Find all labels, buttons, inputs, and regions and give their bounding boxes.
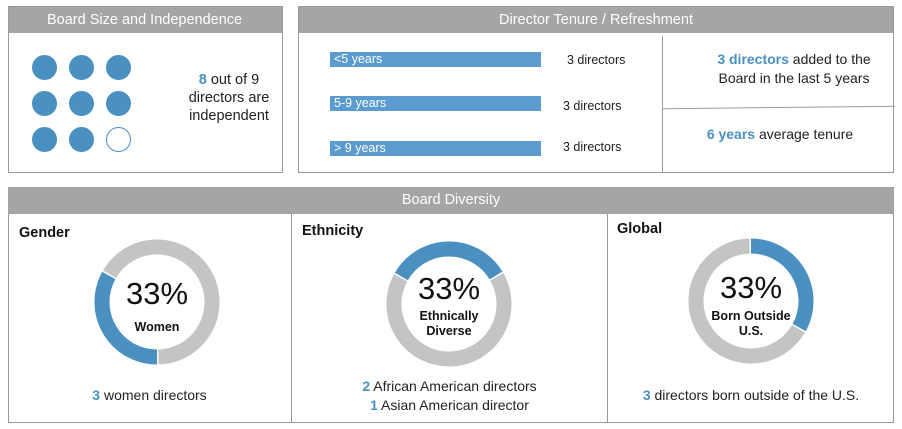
tenure-bar-label: <5 years: [334, 52, 383, 66]
added-directors-note: 3 directors added to the Board in the la…: [717, 51, 871, 86]
tenure-vertical-divider: [662, 36, 663, 172]
gender-donut-segment: [94, 271, 158, 365]
global-donut-remainder: [688, 238, 805, 364]
ethnicity-title: Ethnicity: [302, 223, 364, 239]
tenure-bar: > 9 years: [330, 141, 541, 156]
global-donut-label: Born Outside U.S.: [711, 309, 791, 338]
gender-section: [291, 214, 292, 423]
ethnicity-donut-remainder: [386, 273, 512, 367]
board-size-header: Board Size and Independence: [9, 7, 282, 33]
average-tenure-value: 6 years: [706, 126, 756, 142]
independent-count: 8: [198, 72, 207, 88]
independent-director-dot: [106, 55, 131, 80]
diversity-header: Board Diversity: [8, 187, 894, 214]
non-independent-director-dot: [106, 127, 131, 152]
tenure-bar-label: > 9 years: [334, 141, 386, 155]
independent-director-dot: [32, 127, 57, 152]
global-donut-segment: [750, 238, 814, 332]
average-tenure-note: 6 years average tenure: [706, 126, 854, 142]
ethnicity-section-divider: [607, 214, 608, 423]
ethnicity-donut-segment: [394, 241, 503, 281]
board-size-panel: Board Size and Independence 8 out of 9 d…: [8, 6, 283, 173]
global-title: Global: [617, 221, 663, 237]
independent-director-dot: [69, 127, 94, 152]
tenure-header: Director Tenure / Refreshment: [299, 7, 893, 33]
tenure-bar-label: 5-9 years: [334, 96, 387, 110]
tenure-panel: Director Tenure / Refreshment <5 years 3 …: [298, 6, 895, 173]
ethnicity-percentage: 33%: [417, 271, 481, 306]
gender-title: Gender: [19, 225, 70, 241]
independent-director-dot: [106, 91, 131, 116]
gender-donut-label: Women: [134, 320, 180, 334]
independent-director-dot: [69, 91, 94, 116]
gender-donut-remainder: [103, 239, 220, 365]
gender-percentage: 33%: [125, 276, 189, 311]
independence-text: 8 out of 9 directors are independent: [188, 72, 270, 124]
ethnicity-donut-label: Ethnically Diverse: [419, 309, 479, 338]
added-count: 3 directors: [717, 51, 789, 67]
independent-director-dot: [32, 91, 57, 116]
tenure-bar-count: 3 directors: [567, 53, 626, 67]
tenure-bar: <5 years: [330, 52, 541, 67]
gender-footnote: 3 women directors: [92, 387, 207, 403]
diversity-panel: [8, 187, 894, 423]
global-footnote: 3 directors born outside of the U.S.: [642, 387, 860, 403]
tenure-bar: 5-9 years: [330, 96, 541, 111]
tenure-bar-count: 3 directors: [563, 99, 622, 113]
global-percentage: 33%: [719, 270, 783, 305]
independent-director-dot: [32, 55, 57, 80]
independent-director-dot: [69, 55, 94, 80]
ethnicity-footnote: 2 African American directors 1 Asian Amer…: [362, 378, 537, 413]
tenure-bar-count: 3 directors: [563, 140, 622, 154]
